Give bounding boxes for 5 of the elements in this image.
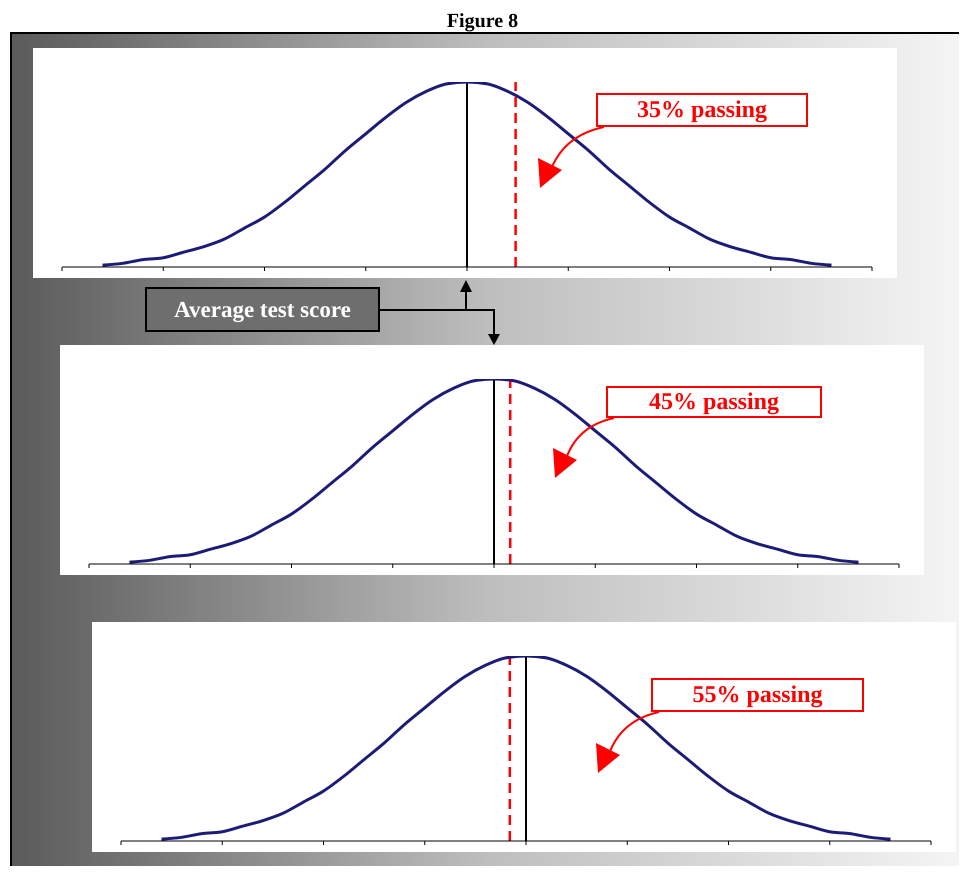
chart-title: Figure 8 [446,10,520,33]
callout-box: 55% passing [651,678,864,712]
callout-box: 45% passing [606,386,822,418]
text: Average test score [145,287,380,332]
callout-box: 35% passing [596,93,808,127]
